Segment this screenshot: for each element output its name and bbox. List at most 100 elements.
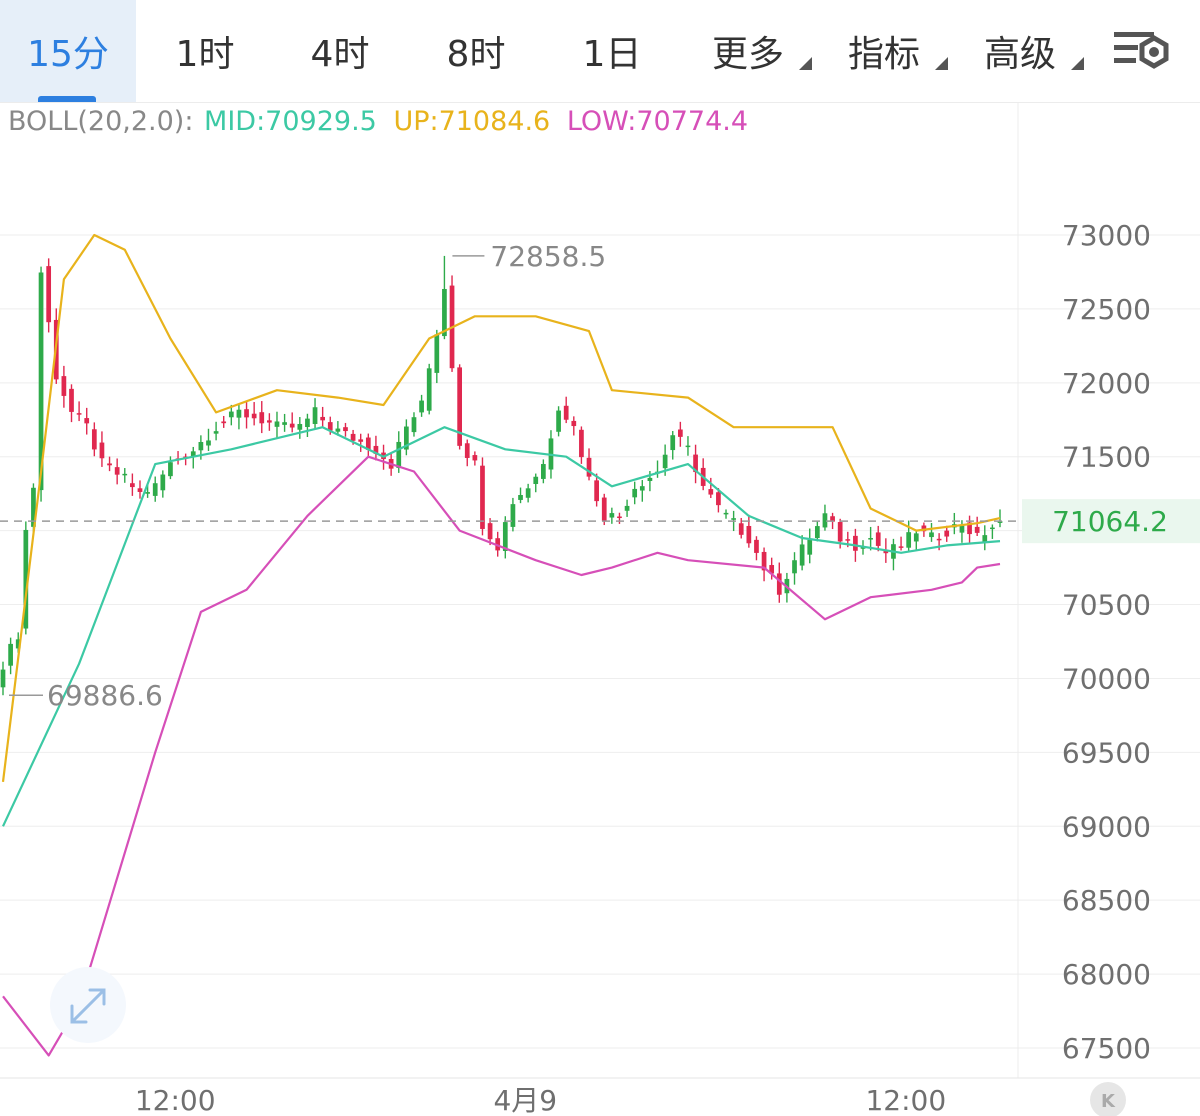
- candle-body: [46, 266, 52, 323]
- candle: [761, 547, 767, 582]
- tab-6[interactable]: 指标: [816, 0, 952, 102]
- candle-body: [464, 443, 470, 458]
- candle-body: [107, 463, 112, 466]
- candle: [137, 480, 143, 499]
- candle-body: [168, 462, 173, 477]
- candle-body: [685, 445, 691, 448]
- candle-body: [746, 525, 752, 544]
- candle: [906, 520, 912, 551]
- candle-body: [906, 532, 912, 548]
- candle-body: [540, 464, 546, 479]
- candle: [723, 509, 729, 519]
- candle: [8, 637, 13, 675]
- candle: [38, 266, 44, 502]
- candlestick-chart[interactable]: 73000 72500 72000 71500 70500 70000 69500 69000…: [0, 102, 1200, 1116]
- candle-body: [944, 530, 950, 537]
- tab-2[interactable]: 4时: [272, 0, 408, 102]
- candle: [335, 421, 341, 436]
- boll-low: LOW:70774.4: [566, 106, 749, 137]
- candle: [289, 412, 295, 433]
- y-tick-label: 71500: [1062, 441, 1151, 474]
- y-tick-label: 69000: [1062, 810, 1151, 843]
- y-tick-label: 68500: [1062, 884, 1151, 917]
- candle: [365, 433, 371, 458]
- candle-body: [982, 535, 988, 543]
- candle-body: [122, 473, 128, 476]
- tab-3[interactable]: 8时: [408, 0, 544, 102]
- candle: [236, 405, 242, 430]
- candle: [807, 528, 813, 564]
- candle-body: [609, 513, 615, 518]
- candle-body: [579, 429, 584, 458]
- candle: [244, 401, 249, 429]
- candle: [586, 448, 592, 481]
- k-nav-button[interactable]: K: [1090, 1082, 1126, 1116]
- timeframe-tab-bar: 15分 1时 4时 8时 1日 更多 指标 高级: [0, 0, 1200, 103]
- candle-body: [259, 412, 265, 424]
- candle-body: [533, 476, 539, 485]
- candle-body: [997, 521, 1003, 523]
- candle-body: [875, 532, 881, 546]
- candle-body: [898, 546, 904, 548]
- candle-body: [8, 643, 13, 666]
- y-tick-label: 68000: [1062, 958, 1151, 991]
- candle: [693, 444, 698, 484]
- candle-body: [632, 488, 638, 498]
- tab-0[interactable]: 15分: [0, 0, 136, 102]
- candle: [822, 504, 828, 531]
- candle: [434, 329, 440, 384]
- candle-body: [236, 409, 242, 418]
- candle-body: [480, 465, 485, 529]
- candle: [472, 451, 478, 466]
- candle: [632, 481, 638, 505]
- candle: [91, 422, 97, 457]
- candle-body: [274, 421, 280, 427]
- candle-body: [206, 440, 211, 446]
- candle: [457, 364, 463, 450]
- candle-body: [69, 388, 74, 412]
- candle-body: [974, 526, 980, 533]
- candle: [814, 521, 820, 542]
- candle-body: [320, 416, 326, 421]
- tab-5[interactable]: 更多: [680, 0, 816, 102]
- candle-body: [297, 423, 303, 430]
- y-axis-labels: 73000 72500 72000 71500 70500 70000 69500 69000…: [1062, 219, 1151, 1065]
- candle-body: [731, 518, 736, 520]
- dropdown-triangle-icon: [799, 57, 812, 70]
- active-tab-indicator: [38, 96, 96, 102]
- candle-body: [160, 474, 166, 491]
- candle-body: [99, 442, 105, 459]
- tab-7[interactable]: 高级: [952, 0, 1088, 102]
- candle-body: [145, 492, 150, 494]
- candle-body: [15, 639, 21, 649]
- candle-body: [335, 428, 341, 432]
- candle-body: [442, 288, 447, 337]
- chart-settings-icon: [1114, 32, 1169, 69]
- candle: [617, 512, 622, 524]
- candle-body: [282, 422, 287, 425]
- candle-body: [959, 525, 965, 533]
- y-tick-label: 70000: [1062, 662, 1151, 695]
- expand-button[interactable]: [50, 967, 126, 1043]
- candle-body: [822, 513, 828, 528]
- y-tick-label: 72000: [1062, 367, 1151, 400]
- candle-body: [913, 533, 919, 542]
- candle-body: [228, 411, 234, 418]
- candle: [624, 499, 630, 517]
- tab-label: 1时: [175, 34, 235, 75]
- candle: [297, 417, 303, 439]
- tab-4[interactable]: 1日: [544, 0, 680, 102]
- candle: [99, 431, 105, 467]
- tab-label: 1日: [582, 34, 642, 75]
- chart-settings-button[interactable]: [1108, 18, 1174, 82]
- candle: [373, 435, 379, 461]
- tab-1[interactable]: 1时: [138, 0, 272, 102]
- candle: [160, 470, 166, 498]
- candle-body: [617, 516, 622, 519]
- candle: [982, 525, 988, 551]
- candle-body: [61, 376, 67, 396]
- candle: [579, 426, 584, 464]
- candle-body: [198, 442, 204, 451]
- tab-label: 高级: [983, 34, 1056, 75]
- candle-body: [457, 367, 463, 446]
